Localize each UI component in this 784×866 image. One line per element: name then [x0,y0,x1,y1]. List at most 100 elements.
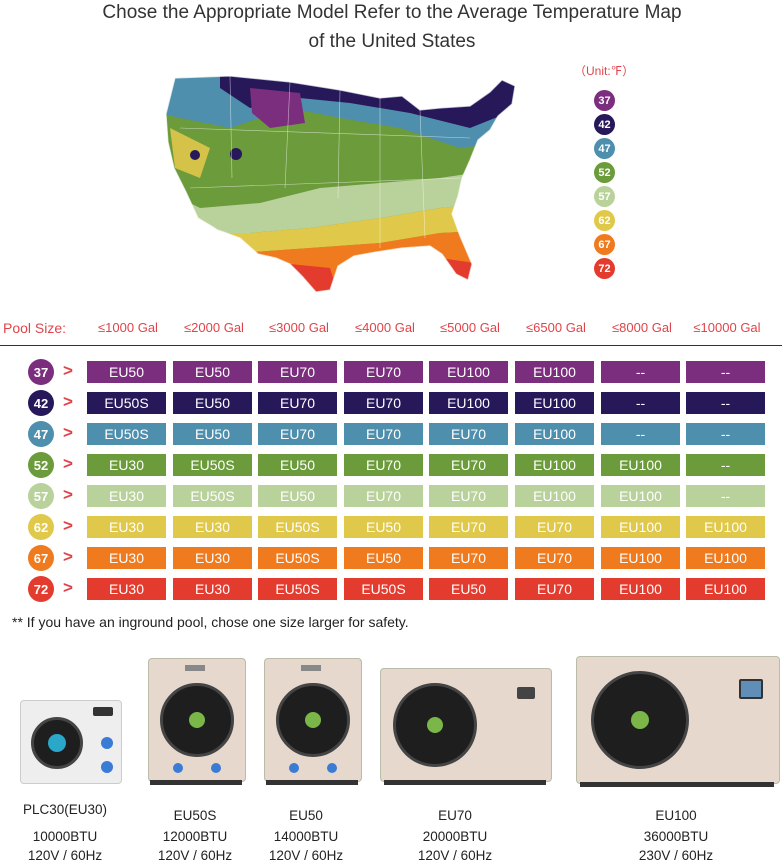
row-arrow: > [63,516,73,535]
row-arrow: > [63,361,73,380]
model-cell: EU30 [87,516,166,538]
model-cell: EU100 [601,578,680,600]
row-arrow: > [63,423,73,442]
model-cell: -- [686,361,765,383]
model-cell: EU70 [429,423,508,445]
pool-size-column-header: ≤10000 Gal [693,320,761,335]
model-cell: EU100 [686,547,765,569]
model-cell: -- [686,423,765,445]
model-cell: EU100 [515,485,594,507]
pool-size-column-header: ≤6500 Gal [526,320,586,335]
model-cell: EU50 [173,423,252,445]
page-subtitle: of the United States [308,31,476,52]
model-cell: EU50S [173,454,252,476]
row-arrow: > [63,454,73,473]
product-btu: 36000BTU [643,829,709,844]
model-cell: EU50S [258,578,337,600]
model-cell: -- [686,392,765,414]
model-cell: EU50S [87,423,166,445]
model-cell: EU70 [429,547,508,569]
model-cell: EU50S [344,578,423,600]
temperature-badge: 62 [28,514,54,540]
legend-badge: 57 [594,186,615,207]
model-cell: EU100 [515,423,594,445]
model-cell: EU70 [429,516,508,538]
model-cell: EU100 [515,361,594,383]
model-cell: EU70 [258,423,337,445]
row-arrow: > [63,485,73,504]
model-cell: EU30 [87,578,166,600]
model-cell: EU30 [173,547,252,569]
model-cell: EU50 [258,485,337,507]
model-cell: EU70 [344,392,423,414]
temperature-badge: 72 [28,576,54,602]
model-cell: EU30 [173,578,252,600]
legend-badge: 37 [594,90,615,111]
model-cell: EU100 [515,454,594,476]
product-btu: 20000BTU [422,829,488,844]
legend-badge: 72 [594,258,615,279]
model-cell: EU50S [258,547,337,569]
pool-size-column-header: ≤8000 Gal [612,320,672,335]
model-cell: EU50S [258,516,337,538]
product-power: 120V / 60Hz [417,848,493,863]
model-cell: EU50 [258,454,337,476]
temperature-badge: 57 [28,483,54,509]
pool-size-column-header: ≤2000 Gal [184,320,244,335]
model-cell: -- [686,485,765,507]
legend-badge: 47 [594,138,615,159]
model-cell: EU70 [258,361,337,383]
legend-badge: 42 [594,114,615,135]
pool-size-label: Pool Size: [3,320,67,336]
legend-unit: （Unit:℉） [574,64,635,78]
row-arrow: > [63,392,73,411]
header-divider [0,345,782,346]
model-cell: EU50 [87,361,166,383]
model-cell: EU30 [173,516,252,538]
model-cell: EU50S [87,392,166,414]
model-cell: -- [601,392,680,414]
product-power: 230V / 60Hz [638,848,714,863]
temperature-badge: 47 [28,421,54,447]
model-cell: -- [686,454,765,476]
us-temperature-map [165,75,516,293]
model-cell: EU70 [344,485,423,507]
pool-size-column-header: ≤5000 Gal [440,320,500,335]
model-cell: EU70 [515,516,594,538]
model-cell: EU100 [601,516,680,538]
inground-note: ** If you have an inground pool, chose o… [12,614,409,630]
product-name: EU70 [438,808,472,823]
model-cell: EU50 [173,361,252,383]
temperature-badge: 67 [28,545,54,571]
temperature-badge: 37 [28,359,54,385]
product-btu: 12000BTU [162,829,228,844]
model-cell: EU70 [258,392,337,414]
model-cell: EU30 [87,485,166,507]
pool-size-column-header: ≤4000 Gal [355,320,415,335]
product-btu: 10000BTU [32,829,98,844]
model-cell: EU70 [515,578,594,600]
model-cell: EU30 [87,454,166,476]
model-cell: EU100 [601,454,680,476]
product-power: 120V / 60Hz [27,848,103,863]
model-cell: EU50 [344,547,423,569]
model-cell: EU100 [515,392,594,414]
model-cell: EU50S [173,485,252,507]
product-power: 120V / 60Hz [157,848,233,863]
page-title: Chose the Appropriate Model Refer to the… [102,2,682,23]
model-cell: EU50 [173,392,252,414]
product-name: EU100 [655,808,697,823]
temperature-badge: 42 [28,390,54,416]
model-cell: EU100 [429,392,508,414]
model-cell: EU30 [87,547,166,569]
model-cell: EU50 [344,516,423,538]
model-cell: EU100 [601,547,680,569]
model-cell: EU100 [686,516,765,538]
model-cell: EU70 [344,423,423,445]
model-cell: EU100 [686,578,765,600]
row-arrow: > [63,578,73,597]
pool-size-column-header: ≤3000 Gal [269,320,329,335]
product-name: EU50S [173,808,217,823]
model-cell: -- [601,423,680,445]
legend-badge: 62 [594,210,615,231]
